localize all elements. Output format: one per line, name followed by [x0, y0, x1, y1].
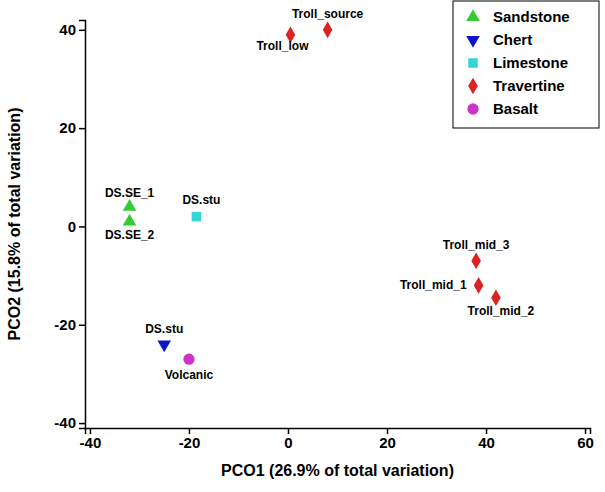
legend-marker — [468, 58, 477, 67]
legend-box — [453, 1, 599, 128]
point — [474, 277, 484, 294]
x-tick-label: 0 — [284, 434, 292, 451]
point — [157, 341, 171, 353]
x-tick-label: 60 — [577, 434, 594, 451]
point-label: Troll_mid_3 — [443, 238, 510, 252]
point-label: Troll_source — [292, 7, 364, 21]
y-tick: 0 — [68, 218, 85, 235]
y-tick: -20 — [54, 316, 85, 333]
y-axis-line — [79, 21, 86, 429]
y-tick-mark — [79, 128, 85, 130]
x-tick-label: -20 — [179, 434, 201, 451]
legend-marker — [468, 78, 478, 95]
point-label: DS.stu — [182, 193, 220, 207]
legend-marker — [467, 103, 478, 114]
legend-label: Travertine — [493, 77, 565, 94]
point-label: DS.SE_2 — [105, 228, 155, 242]
legend-marker — [466, 36, 480, 48]
x-axis-line — [86, 429, 591, 435]
y-tick-mark — [79, 325, 85, 327]
y-tick-mark — [79, 226, 85, 228]
y-tick-label: -40 — [54, 414, 76, 431]
x-tick: 40 — [478, 428, 495, 451]
y-tick: -40 — [54, 414, 85, 431]
x-tick: -20 — [179, 428, 201, 451]
point — [471, 253, 481, 270]
y-tick-label: 20 — [59, 119, 76, 136]
x-tick-label: -40 — [80, 434, 102, 451]
y-tick: 20 — [59, 119, 85, 136]
legend: Sandstone Chert Limestone Travertine Basalt — [453, 1, 599, 128]
y-axis: -40 -20 0 20 40 — [54, 21, 85, 432]
legend-label: Limestone — [493, 54, 568, 71]
x-tick-label: 40 — [478, 434, 495, 451]
point-label: DS.SE_1 — [105, 186, 155, 200]
x-axis-title: PCO1 (26.9% of total variation) — [221, 462, 454, 479]
point-labels: DS.SE_1 DS.SE_2 DS.stu DS.stu Troll_low Troll… — [105, 7, 535, 382]
points — [123, 22, 501, 365]
legend-label: Chert — [493, 31, 532, 48]
y-tick-mark — [79, 30, 85, 32]
point — [323, 22, 333, 39]
point-label: Troll_mid_2 — [468, 304, 535, 318]
point-label: DS.stu — [145, 322, 183, 336]
x-tick: -40 — [80, 428, 102, 451]
point — [192, 212, 201, 221]
legend-label: Sandstone — [493, 8, 570, 25]
x-tick: 60 — [577, 428, 594, 451]
legend-marker — [466, 9, 480, 21]
y-tick-label: 40 — [59, 21, 76, 38]
point — [123, 214, 137, 226]
y-tick-label: -20 — [54, 316, 76, 333]
y-axis-title: PCO2 (15.8% of total variation) — [6, 108, 23, 341]
x-tick: 0 — [284, 428, 292, 451]
point-label: Troll_mid_1 — [400, 278, 467, 292]
point-label: Troll_low — [256, 39, 309, 53]
point — [123, 199, 137, 211]
point — [183, 354, 194, 365]
x-tick-label: 20 — [379, 434, 396, 451]
legend-label: Basalt — [493, 100, 538, 117]
y-tick: 40 — [59, 21, 85, 38]
point-label: Volcanic — [165, 368, 214, 382]
y-tick-label: 0 — [68, 218, 76, 235]
y-tick-mark — [79, 423, 85, 425]
x-axis: -40 -20 0 20 40 60 — [80, 428, 594, 451]
x-tick: 20 — [379, 428, 396, 451]
chart: -40-200204060-40-2002040DS.SE_1DS.SE_2DS… — [0, 0, 605, 492]
